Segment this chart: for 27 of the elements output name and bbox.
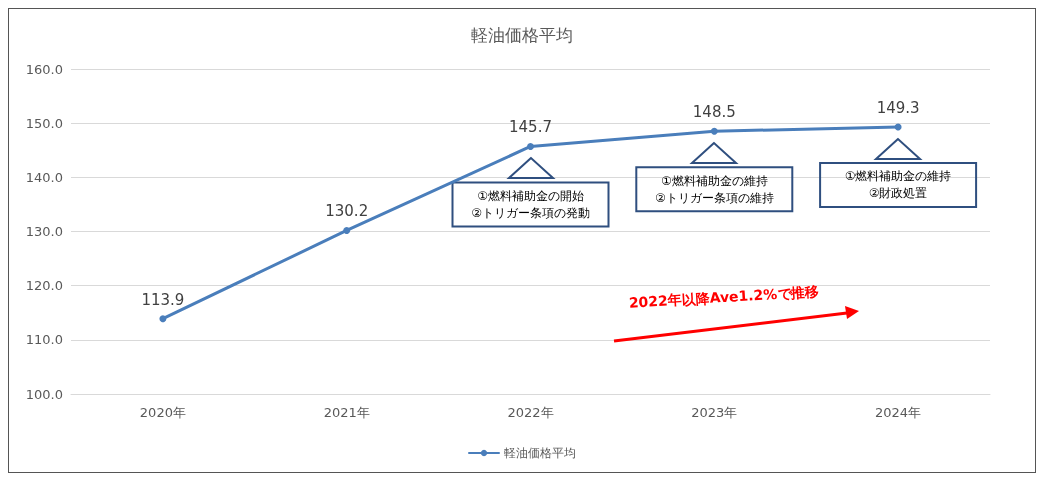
chart-title: 軽油価格平均	[471, 24, 573, 45]
y-tick-label: 150.0	[25, 115, 63, 131]
legend-label: 軽油価格平均	[504, 446, 576, 460]
y-tick-label: 130.0	[25, 224, 63, 239]
annotation: 2022年以降Ave1.2%で推移	[628, 283, 820, 311]
data-label: 149.3	[876, 98, 920, 117]
y-tick-label: 140.0	[25, 169, 63, 185]
y-tick-label: 160.0	[25, 61, 63, 77]
x-tick-label: 2024年	[875, 405, 922, 420]
x-tick-label: 2021年	[323, 405, 370, 420]
annotation: ①燃料補助金の開始 ②トリガー条項の発動	[471, 188, 590, 220]
annotation: ①燃料補助金の維持 ②トリガー条項の維持	[654, 173, 774, 205]
data-label: 113.9	[141, 290, 185, 309]
y-tick-label: 120.0	[25, 278, 63, 294]
data-label: 148.5	[692, 103, 736, 122]
point	[527, 142, 534, 150]
x-tick-label: 2023年	[691, 405, 738, 420]
data-label: 145.7	[509, 118, 552, 137]
y-tick-label: 110.0	[25, 332, 63, 348]
x-tick-label: 2020年	[139, 405, 186, 420]
x-tick-label: 2022年	[507, 405, 554, 420]
y-tick-label: 100.0	[25, 386, 63, 402]
point	[343, 226, 351, 234]
data-label: 130.2	[325, 202, 369, 221]
annotation: ①燃料補助金の維持 ②財政処置	[844, 169, 952, 201]
point	[710, 127, 718, 135]
point	[159, 315, 167, 323]
